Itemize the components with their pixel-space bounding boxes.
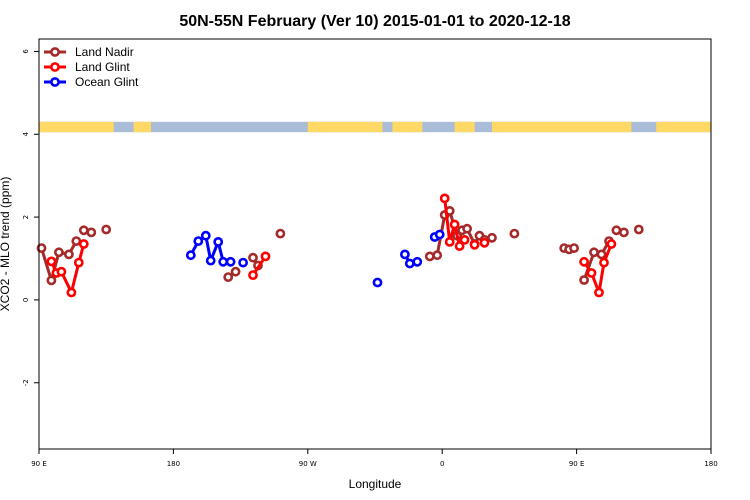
data-point-land-nadir — [86, 227, 97, 238]
data-point-ocean-glint — [404, 258, 415, 269]
legend-item-land-glint: Land Glint — [44, 60, 130, 74]
data-point-land-glint — [73, 257, 84, 268]
data-point-land-nadir — [36, 243, 47, 253]
series-land-nadir — [36, 205, 644, 286]
data-point-land-nadir — [487, 232, 497, 243]
data-point-land-nadir — [64, 249, 74, 260]
data-point-ocean-glint — [372, 277, 383, 288]
data-point-land-nadir — [46, 275, 57, 286]
plot-frame — [38, 38, 712, 450]
data-point-land-nadir — [619, 227, 629, 238]
legend-item-land-nadir: Land Nadir — [44, 45, 134, 59]
data-point-ocean-glint — [225, 256, 236, 267]
data-point-land-nadir — [78, 225, 89, 236]
x-axis-label: Longitude — [349, 477, 402, 491]
data-point-ocean-glint — [412, 256, 423, 267]
data-point-land-glint — [594, 287, 604, 298]
legend-label: Ocean Glint — [75, 75, 139, 89]
data-point-land-glint — [248, 270, 258, 280]
data-point-land-glint — [78, 239, 89, 249]
data-point-land-glint — [56, 266, 67, 277]
y-axis-label: XCO2 - MLO trend (ppm) — [0, 177, 12, 312]
chart-title: 50N-55N February (Ver 10) 2015-01-01 to … — [179, 13, 570, 30]
legend-item-ocean-glint: Ocean Glint — [44, 75, 139, 89]
data-point-land-glint — [66, 287, 77, 298]
y-tick-label: 6 — [22, 49, 30, 54]
data-point-land-glint — [579, 256, 589, 267]
land-band-1 — [133, 121, 151, 133]
data-point-ocean-glint — [434, 229, 445, 240]
x-tick-label: 180 — [704, 460, 717, 468]
data-point-ocean-glint — [399, 249, 410, 260]
data-point-land-glint — [469, 239, 480, 250]
data-point-land-nadir — [579, 275, 589, 285]
data-point-land-nadir — [275, 228, 286, 239]
data-point-land-glint — [46, 256, 57, 267]
data-point-land-nadir — [248, 252, 258, 263]
x-axis: 90 E 180 90 W 0 90 E 180 — [31, 449, 718, 468]
series-layer — [36, 193, 644, 298]
data-point-land-nadir — [509, 228, 520, 239]
data-point-land-nadir — [101, 224, 112, 235]
data-point-ocean-glint — [185, 250, 196, 261]
legend-swatch-marker — [50, 47, 60, 57]
y-tick-label: -2 — [22, 379, 30, 386]
legend-label: Land Glint — [75, 60, 130, 74]
data-point-ocean-glint — [213, 236, 224, 247]
data-point-land-nadir — [611, 225, 622, 236]
series-ocean-glint — [185, 229, 445, 288]
y-tick-label: 0 — [22, 298, 30, 302]
legend-swatch-marker — [50, 62, 60, 72]
legend-swatch-marker — [50, 77, 60, 87]
y-axis: -2 0 2 4 6 — [22, 49, 39, 386]
x-tick-label: 180 — [167, 460, 180, 468]
land-band-5 — [491, 121, 632, 133]
data-point-land-nadir — [432, 250, 443, 261]
data-point-land-glint — [449, 219, 460, 230]
x-tick-label: 90 E — [569, 460, 585, 468]
data-point-land-glint — [459, 234, 470, 245]
data-point-ocean-glint — [193, 236, 204, 246]
data-point-land-nadir — [596, 249, 607, 260]
data-point-land-nadir — [223, 272, 234, 282]
data-point-land-glint — [606, 239, 617, 249]
y-tick-label: 2 — [22, 215, 30, 219]
data-point-ocean-glint — [205, 255, 216, 266]
data-point-land-glint — [444, 236, 455, 247]
data-point-ocean-glint — [200, 230, 211, 241]
data-point-land-nadir — [424, 251, 435, 262]
data-point-land-nadir — [462, 223, 472, 234]
data-point-land-glint — [586, 268, 597, 278]
land-band-4 — [454, 121, 475, 133]
data-point-land-glint — [479, 237, 490, 248]
x-tick-label: 90 W — [299, 460, 317, 468]
x-tick-label: 0 — [440, 460, 444, 468]
data-point-land-nadir — [71, 236, 82, 246]
data-point-land-nadir — [633, 224, 644, 235]
landmask-band — [39, 121, 711, 133]
data-point-land-glint — [599, 257, 609, 268]
data-point-land-nadir — [230, 266, 241, 277]
land-band-3 — [392, 121, 423, 133]
data-point-ocean-glint — [238, 257, 248, 268]
data-point-land-glint — [260, 251, 271, 262]
y-tick-label: 4 — [22, 131, 30, 136]
x-tick-label: 90 E — [31, 460, 47, 468]
land-band-2 — [307, 121, 383, 133]
series-land-glint — [46, 193, 617, 298]
data-point-land-nadir — [569, 243, 579, 253]
land-band-0 — [39, 121, 114, 133]
land-band-6 — [656, 121, 711, 133]
data-point-land-glint — [439, 193, 450, 204]
legend-label: Land Nadir — [75, 45, 134, 59]
data-point-land-nadir — [589, 247, 599, 258]
data-point-land-glint — [454, 241, 465, 251]
data-point-land-nadir — [54, 247, 64, 258]
